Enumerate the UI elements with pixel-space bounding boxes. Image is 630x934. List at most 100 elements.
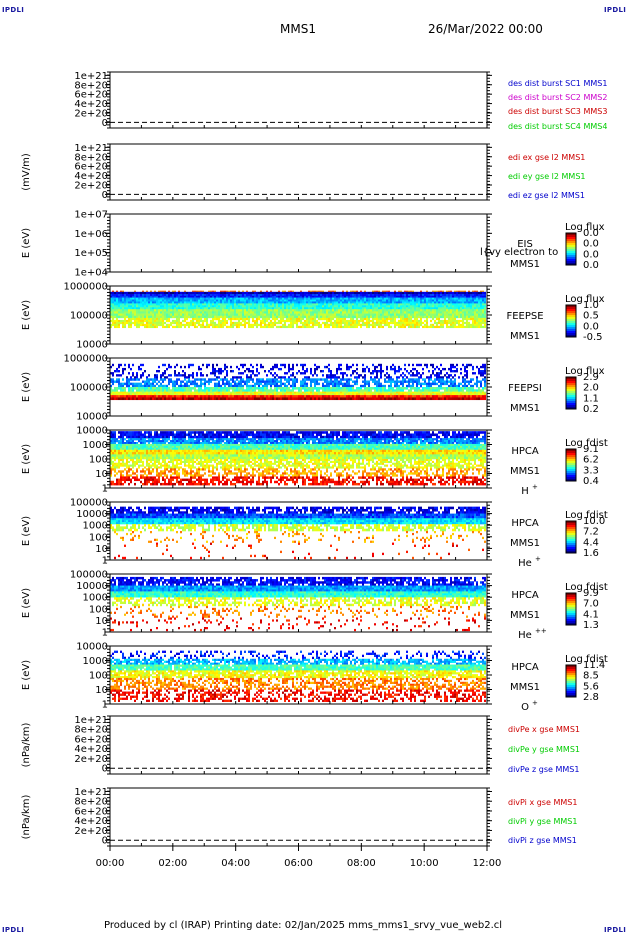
spectrogram-cell [236,297,238,300]
spectrogram-cell [304,301,306,304]
spectrogram-cell [172,315,174,319]
spectrogram-cell [262,297,264,300]
spectrogram-cell [464,305,466,308]
spectrogram-cell [148,315,150,319]
spectrogram-cell [384,291,386,295]
spectrogram-cell [242,305,244,308]
spectrogram-cell [352,315,354,319]
spectrogram-cell [386,313,388,317]
spectrogram-cell [330,297,332,300]
spectrogram-cell [206,297,208,300]
spectrogram-cell [314,363,316,367]
spectrogram-cell [400,311,402,314]
spectrogram-cell [212,319,214,323]
spectrogram-cell [386,305,388,308]
spectrogram-cell [350,374,352,377]
spectrogram-cell [304,294,306,297]
spectrogram-cell [462,299,464,302]
spectrogram-cell [328,294,330,297]
spectrogram-cell [326,315,328,319]
spectrogram-cell [400,294,402,297]
spectrogram-cell [124,303,126,306]
spectrogram-cell [424,305,426,308]
spectrogram-cell [338,301,340,304]
spectrogram-cell [214,367,216,371]
spectrogram-cell [214,297,216,300]
spectrogram-cell [460,297,462,300]
spectrogram-cell [448,311,450,314]
spectrogram-cell [148,305,150,308]
spectrogram-cell [152,301,154,304]
spectrogram-cell [204,301,206,304]
spectrogram-cell [196,391,198,394]
spectrogram-cell [134,382,136,386]
spectrogram-cell [462,295,464,298]
spectrogram-cell [366,313,368,317]
spectrogram-cell [412,299,414,302]
spectrogram-cell [266,295,268,298]
spectrogram-cell [424,313,426,317]
spectrogram-cell [306,370,308,373]
spectrogram-cell [136,393,138,396]
spectrogram-cell [146,397,148,401]
spectrogram-cell [110,309,112,312]
spectrogram-cell [444,313,446,317]
spectrogram-cell [158,299,160,302]
spectrogram-cell [378,321,380,325]
spectrogram-cell [300,382,302,386]
spectrogram-cell [422,321,424,325]
spectrogram-cell [364,315,366,319]
spectrogram-cell [468,313,470,317]
spectrogram-cell [186,389,188,392]
spectrogram-cell [312,305,314,308]
spectrogram-cell [480,311,482,314]
spectrogram-cell [382,319,384,323]
spectrogram-cell [156,291,158,295]
spectrogram-cell [280,309,282,312]
spectrogram-cell [274,380,276,383]
spectrogram-cell [254,391,256,394]
spectrogram-cell [230,313,232,317]
spectrogram-cell [124,299,126,302]
spectrogram-cell [166,297,168,300]
spectrogram-cell [124,393,126,396]
spectrogram-cell [216,294,218,297]
spectrogram-cell [450,294,452,297]
spectrogram-cell [406,294,408,297]
spectrogram-cell [154,311,156,314]
spectrogram-cell [418,305,420,308]
spectrogram-cell [426,321,428,325]
spectrogram-cell [130,382,132,386]
spectrogram-cell [354,294,356,297]
spectrogram-cell [316,295,318,298]
spectrogram-cell [476,290,478,293]
spectrogram-cell [326,380,328,383]
spectrogram-cell [112,307,114,310]
spectrogram-cell [186,376,188,379]
spectrogram-cell [202,363,204,367]
spectrogram-cell [296,315,298,319]
spectrogram-cell [332,309,334,312]
spectrogram-cell [384,311,386,314]
spectrogram-cell [272,294,274,297]
spectrogram-cell [208,295,210,298]
spectrogram-cell [372,307,374,310]
spectrogram-cell [262,309,264,312]
spectrogram-cell [238,299,240,302]
spectrogram-cell [384,309,386,312]
spectrogram-cell [284,295,286,298]
spectrogram-cell [194,395,196,398]
spectrogram-cell [476,321,478,325]
spectrogram-cell [350,307,352,310]
spectrogram-cell [432,294,434,297]
spectrogram-cell [378,325,380,329]
spectrogram-cell [132,303,134,306]
spectrogram-cell [128,307,130,310]
spectrogram-cell [352,363,354,367]
spectrogram-cell [318,382,320,386]
spectrogram-cell [146,307,148,310]
spectrogram-cell [354,303,356,306]
spectrogram-cell [326,301,328,304]
spectrogram-cell [460,313,462,317]
spectrogram-cell [210,291,212,295]
